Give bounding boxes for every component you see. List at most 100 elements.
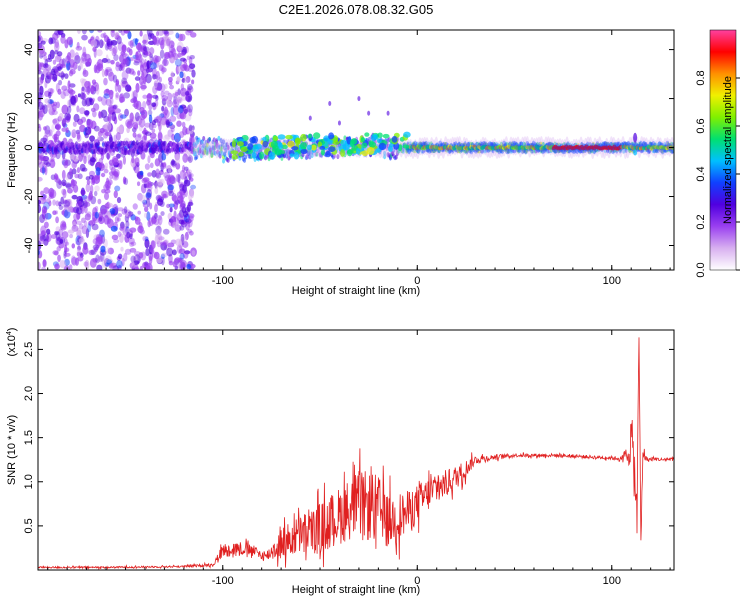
spectrogram-cell	[403, 131, 411, 138]
spectrogram-cell	[117, 84, 122, 93]
spectrogram-cell	[376, 138, 382, 144]
spectrogram-cell	[58, 204, 64, 211]
spectrogram-cell	[182, 184, 187, 194]
spectrogram-cell	[112, 74, 118, 83]
spectrogram-cell	[602, 140, 607, 159]
spectrogram-cell	[143, 212, 148, 218]
spectrogram-cell	[55, 216, 59, 224]
spectrogram-cell	[295, 137, 301, 146]
spectrogram-cell	[166, 177, 171, 186]
spectrogram-cell	[65, 55, 71, 64]
spectrogram-cell	[179, 225, 185, 231]
spectrogram-cell	[129, 262, 135, 269]
spectrogram-cell	[157, 120, 161, 127]
spectrogram-cell	[150, 247, 155, 255]
spectrogram-cell	[88, 190, 93, 200]
spectrogram-cell	[55, 124, 61, 131]
spectrogram-cell	[187, 154, 193, 163]
spectrogram-cell	[137, 70, 141, 76]
spectrogram-cell	[168, 40, 175, 49]
spectrogram-cell	[97, 130, 103, 137]
spectrogram-cell	[277, 142, 284, 150]
spectrogram-cell	[63, 161, 69, 169]
spectrogram-cell	[88, 97, 93, 103]
spectrogram-cell	[42, 68, 50, 77]
spectrogram-cell	[186, 30, 194, 33]
spectrogram-cell	[139, 114, 146, 121]
spectrogram-cell	[277, 134, 286, 140]
spectrogram-cell	[328, 146, 336, 152]
spectrogram-cell	[64, 244, 68, 255]
spectrogram-cell	[111, 47, 117, 57]
spectrogram-cell	[93, 148, 97, 154]
spectrogram-cell	[40, 225, 47, 236]
spectrogram-cell	[316, 148, 320, 154]
spectrogram-cell	[92, 46, 97, 52]
spectrogram-cell	[187, 201, 194, 207]
spectrogram-cell	[251, 135, 259, 144]
spectrogram-cell	[71, 243, 76, 249]
spectrogram-cell	[205, 137, 210, 156]
spectrogram-cell	[357, 96, 361, 102]
spectrogram-cell	[38, 161, 45, 169]
spectrogram-cell	[113, 54, 119, 61]
spectrogram-cell	[125, 220, 130, 228]
spectrogram-cell	[195, 154, 199, 160]
snr-x-tick-label: 100	[603, 575, 621, 587]
spectrogram-cell	[293, 151, 300, 160]
spectrogram-cell	[55, 231, 61, 242]
spectrogram-cell	[38, 199, 42, 205]
spectrogram-cell	[52, 210, 57, 216]
spectrogram-cell	[60, 223, 67, 231]
spectrogram-cell	[325, 150, 331, 158]
spectrogram-cell	[182, 126, 188, 136]
spectrogram-cell	[50, 68, 56, 76]
spectrogram-cell	[44, 58, 48, 68]
spectrogram-cell	[150, 240, 156, 249]
spectrogram-cell	[144, 238, 150, 249]
spectrogram-cell	[187, 104, 191, 113]
spectrogram-cell	[114, 205, 119, 215]
spectrogram-cell	[134, 38, 138, 46]
spectrogram-cell	[230, 150, 239, 155]
spectrogram-cell	[48, 107, 56, 116]
spectrogram-cell	[155, 181, 159, 189]
spectrogram-cell	[172, 93, 176, 98]
spectrogram-cell	[188, 230, 194, 236]
spectrogram-cell	[176, 76, 181, 83]
spectrogram-cell	[114, 185, 121, 192]
spectrogram-cell	[167, 242, 175, 248]
spectrogram-cell	[160, 119, 167, 127]
spectrogram-cell	[142, 46, 150, 52]
spectrogram-cell	[66, 36, 73, 46]
spectrogram-cell	[43, 54, 48, 61]
spectrogram-cell	[52, 59, 57, 65]
spectrogram-cell	[154, 180, 158, 189]
spectrogram-cell	[205, 142, 209, 148]
spectrogram-cell	[170, 56, 175, 62]
spectrogram-cell	[164, 134, 172, 140]
spectrogram-cell	[147, 32, 152, 41]
spectrogram-cell	[307, 133, 313, 139]
spectrogram-cell	[81, 98, 87, 107]
spectrogram-cell	[382, 133, 390, 139]
spectrogram-cell	[169, 115, 177, 122]
spectrogram-cell	[170, 71, 174, 79]
spectrogram-cell	[67, 229, 75, 234]
spectrogram-cell	[58, 242, 65, 249]
spectrogram-cell	[119, 233, 124, 244]
spectrogram-cell	[117, 231, 122, 237]
snr-frame	[37, 329, 675, 571]
spectrogram-cell	[222, 158, 226, 164]
spectrogram-cell	[450, 136, 455, 155]
spectrogram-cell	[140, 64, 144, 73]
spectrogram-cell	[157, 220, 161, 230]
spectrogram-cell	[177, 99, 182, 104]
spectrogram-cell	[76, 252, 80, 257]
spectrogram-cell	[80, 187, 85, 197]
spectrogram-cell	[154, 230, 162, 239]
spectrogram-cell	[633, 132, 638, 143]
spectrogram-cell	[66, 99, 72, 108]
spectrogram-cell	[109, 174, 114, 180]
